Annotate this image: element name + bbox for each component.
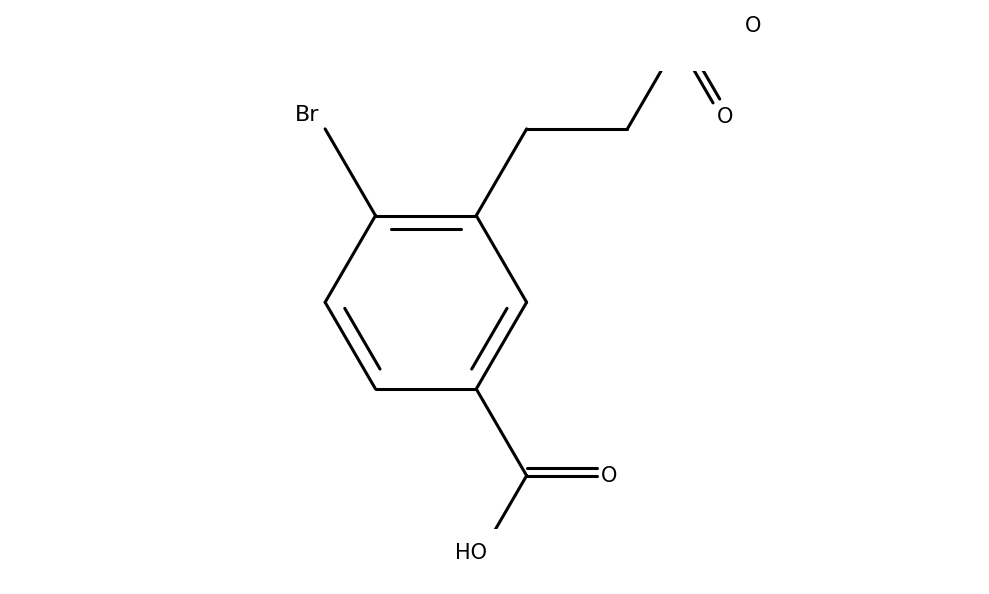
Text: HO: HO <box>456 542 488 563</box>
Text: O: O <box>717 107 733 127</box>
Text: O: O <box>601 466 617 486</box>
Text: Br: Br <box>295 105 318 125</box>
Text: O: O <box>745 16 762 36</box>
